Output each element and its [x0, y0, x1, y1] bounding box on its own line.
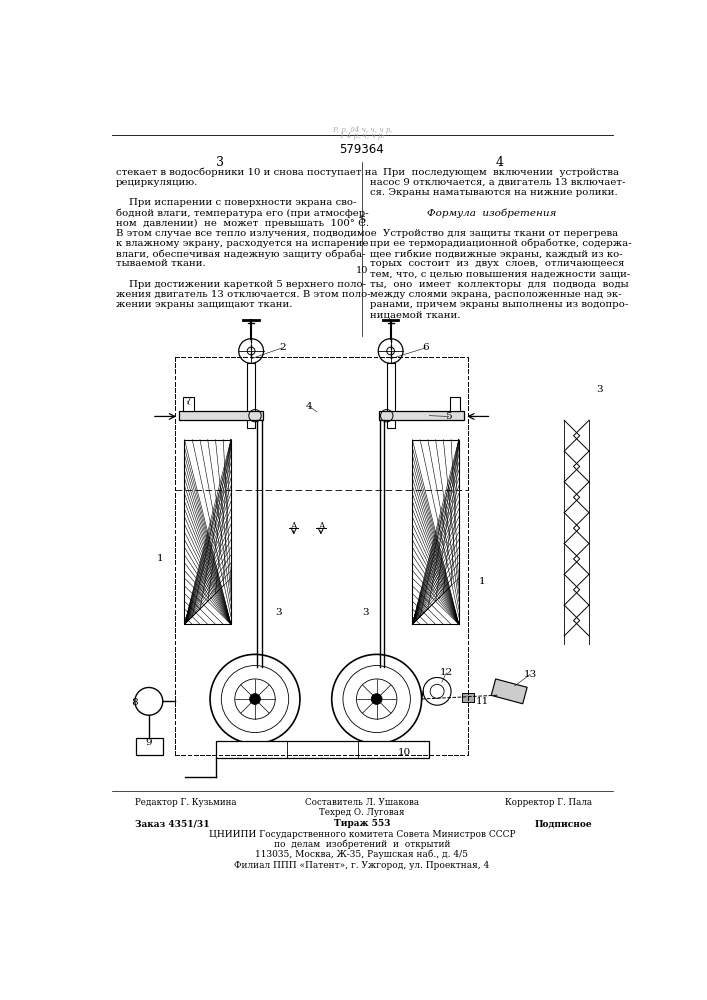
Text: Формула  изобретения: Формула изобретения [427, 208, 556, 218]
Text: между слоями экрана, расположенные над эк-: между слоями экрана, расположенные над э… [370, 290, 621, 299]
Bar [462, 693, 474, 702]
Text: A: A [291, 522, 297, 531]
Text: Редактор Г. Кузьмина: Редактор Г. Кузьмина [135, 798, 237, 807]
Text: 10: 10 [398, 748, 411, 757]
Text: 6: 6 [422, 343, 429, 352]
Text: ном  давлении)  не  может  превышать  100° С.: ном давлении) не может превышать 100° С. [115, 219, 368, 228]
Text: Р, р, 04 ч, ч, ч р,: Р, р, 04 ч, ч, ч р, [332, 126, 392, 134]
Text: 3: 3 [216, 156, 224, 169]
Text: 9: 9 [146, 738, 152, 747]
Text: При достижении кареткой 5 верхнего поло-: При достижении кареткой 5 верхнего поло- [115, 280, 366, 289]
Bar [412, 440, 459, 624]
Text: Устройство для защиты ткани от перегрева: Устройство для защиты ткани от перегрева [370, 229, 618, 238]
Text: 4: 4 [495, 156, 503, 169]
Text: 13: 13 [523, 670, 537, 679]
Text: 4: 4 [306, 402, 312, 411]
Circle shape [371, 694, 382, 704]
Text: 2: 2 [279, 343, 286, 352]
Text: Техред О. Луговая: Техред О. Луговая [319, 808, 404, 817]
Text: 1: 1 [156, 554, 163, 563]
Text: тываемой ткани.: тываемой ткани. [115, 259, 205, 268]
Text: ницаемой ткани.: ницаемой ткани. [370, 310, 460, 319]
Text: ранами, причем экраны выполнены из водопро-: ранами, причем экраны выполнены из водоп… [370, 300, 628, 309]
Text: При испарении с поверхности экрана сво-: При испарении с поверхности экрана сво- [115, 198, 356, 207]
Text: A: A [317, 522, 324, 531]
Text: Тираж 553: Тираж 553 [334, 819, 390, 828]
Text: бодной влаги, температура его (при атмосфер-: бодной влаги, температура его (при атмос… [115, 208, 368, 218]
Text: 7: 7 [185, 397, 191, 406]
Text: 10: 10 [356, 266, 368, 275]
Text: 3: 3 [275, 608, 281, 617]
Text: 12: 12 [440, 668, 453, 677]
Text: Филиал ППП «Патент», г. Ужгород, ул. Проектная, 4: Филиал ППП «Патент», г. Ужгород, ул. Про… [234, 861, 489, 870]
Bar [136, 738, 163, 755]
Text: ты,  оно  имеет  коллекторы  для  подвода  воды: ты, оно имеет коллекторы для подвода вод… [370, 280, 629, 289]
Text: При  последующем  включении  устройства: При последующем включении устройства [370, 168, 619, 177]
Text: влаги, обеспечивая надежную защиту обраба-: влаги, обеспечивая надежную защиту обраб… [115, 249, 365, 259]
Text: 579364: 579364 [339, 143, 385, 156]
Text: Составитель Л. Ушакова: Составитель Л. Ушакова [305, 798, 419, 807]
Text: Подписное: Подписное [534, 819, 592, 828]
Text: В этом случае все тепло излучения, подводимое: В этом случае все тепло излучения, подво… [115, 229, 376, 238]
Text: при ее терморадиационной обработке, содержа-: при ее терморадиационной обработке, соде… [370, 239, 631, 248]
Circle shape [250, 694, 260, 704]
Text: щее гибкие подвижные экраны, каждый из ко-: щее гибкие подвижные экраны, каждый из к… [370, 249, 622, 259]
Bar [216, 741, 429, 758]
Text: 3: 3 [597, 385, 603, 394]
Text: Корректор Г. Пала: Корректор Г. Пала [505, 798, 592, 807]
Bar [247, 363, 255, 428]
Bar [450, 397, 460, 411]
Bar [179, 411, 263, 420]
Text: 11: 11 [475, 697, 489, 706]
Bar [185, 440, 231, 624]
Text: тем, что, с целью повышения надежности защи-: тем, что, с целью повышения надежности з… [370, 269, 630, 278]
Text: ЦНИИПИ Государственного комитета Совета Министров СССР: ЦНИИПИ Государственного комитета Совета … [209, 830, 515, 839]
Polygon shape [491, 679, 527, 704]
Text: рециркуляцию.: рециркуляцию. [115, 178, 198, 187]
Text: жения двигатель 13 отключается. В этом поло-: жения двигатель 13 отключается. В этом п… [115, 290, 370, 299]
Text: торых  состоит  из  двух  слоев,  отличающееся: торых состоит из двух слоев, отличающеес… [370, 259, 624, 268]
Bar [387, 363, 395, 428]
Text: Заказ 4351/31: Заказ 4351/31 [135, 819, 209, 828]
Text: 8: 8 [132, 698, 138, 707]
Text: насос 9 отключается, а двигатель 13 включает-: насос 9 отключается, а двигатель 13 вклю… [370, 178, 625, 187]
Text: ся. Экраны наматываются на нижние ролики.: ся. Экраны наматываются на нижние ролики… [370, 188, 617, 197]
Bar [379, 411, 464, 420]
Bar [183, 397, 194, 411]
Text: стекает в водосборники 10 и снова поступает на: стекает в водосборники 10 и снова поступ… [115, 168, 377, 177]
Text: 113035, Москва, Ж-35, Раушская наб., д. 4/5: 113035, Москва, Ж-35, Раушская наб., д. … [255, 850, 469, 859]
Text: жении экраны защищают ткани.: жении экраны защищают ткани. [115, 300, 292, 309]
Text: 3: 3 [363, 608, 369, 617]
Text: 5: 5 [445, 412, 452, 421]
Text: 1: 1 [479, 578, 486, 586]
Text: 5: 5 [359, 216, 365, 225]
Text: 1 4 р, ч, ч р:: 1 4 р, ч, ч р: [339, 132, 385, 140]
Text: по  делам  изобретений  и  открытий: по делам изобретений и открытий [274, 840, 450, 849]
Text: к влажному экрану, расходуется на испарение: к влажному экрану, расходуется на испаре… [115, 239, 368, 248]
